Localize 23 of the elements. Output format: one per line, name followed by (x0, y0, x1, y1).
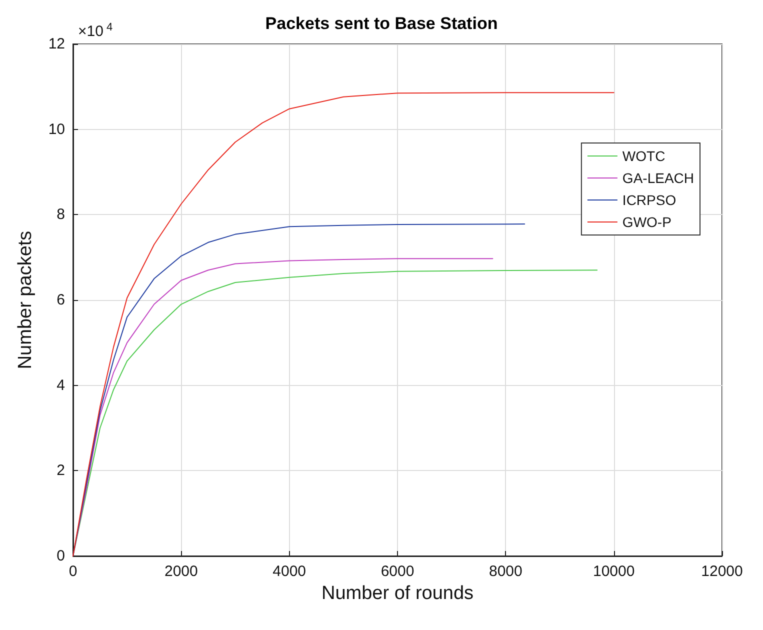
y-tick-label: 6 (56, 292, 65, 308)
x-tick-label: 8000 (488, 563, 522, 580)
x-tick-label: 2000 (164, 563, 198, 580)
chart-title: Packets sent to Base Station (265, 14, 498, 33)
x-axis-title: Number of rounds (321, 583, 474, 604)
y-tick-label: 2 (56, 462, 65, 480)
y-tick-label: 8 (56, 206, 65, 224)
legend-label: GA-LEACH (622, 170, 694, 186)
y-tick-label: 12 (48, 36, 65, 52)
line-series (72, 92, 614, 556)
y-tick-label: 10 (48, 120, 65, 138)
x-tick-label: 6000 (380, 563, 414, 580)
legend-label: ICRPSO (622, 192, 676, 208)
x-tick-label: 10000 (592, 563, 635, 580)
y-tick-label: 4 (56, 376, 65, 394)
x-tick-label: 4000 (272, 563, 306, 580)
x-tick-label: 12000 (701, 563, 743, 580)
y-tick-label: 0 (56, 548, 65, 564)
y-axis-title: Number packets (15, 230, 36, 370)
legend-label: GWO-P (622, 214, 672, 230)
line-series (72, 270, 598, 556)
x-tick-label: 0 (68, 563, 78, 580)
legend-label: WOTC (622, 148, 666, 164)
